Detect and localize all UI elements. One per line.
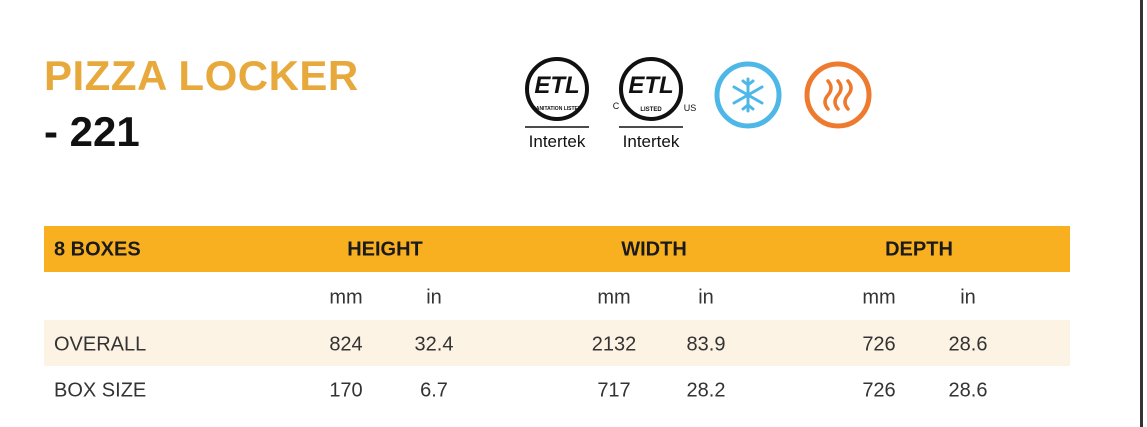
heat-icon [804,61,872,129]
value-cell: 824 [329,333,363,356]
value-cell: 83.9 [686,333,726,356]
caption: Intertek [529,132,586,151]
unit-cell: mm [862,286,896,309]
row-label: BOX SIZE [54,379,147,402]
value-cell: 32.4 [414,333,454,356]
etl-logo: ETL [534,72,579,99]
unit-cell: mm [329,286,363,309]
value-cell: 2132 [591,333,637,356]
unit-cell: in [698,286,714,309]
header-cell: DEPTH [885,238,953,261]
unit-cell: mm [597,286,631,309]
table-row-band [44,320,1070,366]
value-cell: 726 [862,379,896,402]
value-cell: 726 [862,333,896,356]
mark-us: US [684,103,697,113]
certification-icons: ETL SANITATION LISTED Intertek ETL LISTE… [525,57,872,151]
row-label: OVERALL [54,333,147,356]
value-cell: 717 [597,379,631,402]
header-cell: 8 BOXES [54,238,141,261]
cold-icon [714,61,782,129]
caption: Intertek [623,132,680,151]
etl-listed-badge: ETL LISTED C US Intertek [613,57,697,151]
value-cell: 28.6 [948,379,988,402]
title: PIZZA LOCKER [44,52,359,99]
unit-cell: in [426,286,442,309]
subtitle: - 221 [44,108,140,155]
table-header-band [44,226,1070,272]
unit-cell: in [960,286,976,309]
value-cell: 28.6 [948,333,988,356]
ring-text: SANITATION LISTED [533,106,582,112]
edge [1140,0,1143,427]
ring-text: LISTED [640,107,662,113]
mark-c: C [613,101,620,111]
value-cell: 6.7 [420,379,448,402]
value-cell: 170 [329,379,363,402]
header-cell: WIDTH [621,238,687,261]
etl-logo: ETL [628,72,673,99]
header-cell: HEIGHT [347,238,423,261]
value-cell: 28.2 [686,379,726,402]
etl-sanitation-badge: ETL SANITATION LISTED Intertek [525,57,589,151]
